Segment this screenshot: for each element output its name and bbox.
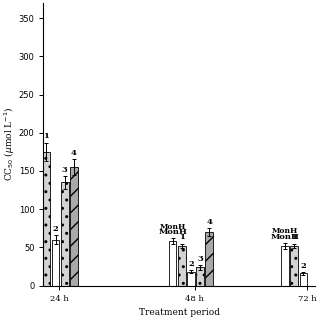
Y-axis label: CC$_{50}$ ($\mu$mol L$^{-1}$): CC$_{50}$ ($\mu$mol L$^{-1}$) <box>3 107 17 181</box>
Text: 3: 3 <box>197 255 203 263</box>
Bar <box>70 167 78 286</box>
Text: 1: 1 <box>291 233 297 241</box>
Text: MonH: MonH <box>271 233 300 241</box>
Text: 1: 1 <box>179 233 185 241</box>
Text: 4: 4 <box>71 149 77 157</box>
Text: 2: 2 <box>188 260 194 268</box>
Text: 1: 1 <box>44 132 49 140</box>
Bar <box>281 246 289 286</box>
Text: 4: 4 <box>206 218 212 226</box>
Text: MonH: MonH <box>272 227 298 235</box>
Text: 3: 3 <box>62 166 68 174</box>
Text: 2: 2 <box>53 225 59 233</box>
Bar <box>61 182 68 286</box>
Text: 2: 2 <box>300 261 306 269</box>
Bar <box>169 241 176 286</box>
Bar <box>300 273 307 286</box>
Bar <box>196 267 204 286</box>
Bar <box>178 246 186 286</box>
Bar <box>187 272 195 286</box>
Bar <box>205 232 213 286</box>
Bar <box>43 152 50 286</box>
Text: MonH: MonH <box>158 228 187 236</box>
Bar <box>290 246 298 286</box>
Text: MonH: MonH <box>159 223 186 231</box>
Bar <box>52 240 60 286</box>
X-axis label: Treatment period: Treatment period <box>139 308 220 317</box>
